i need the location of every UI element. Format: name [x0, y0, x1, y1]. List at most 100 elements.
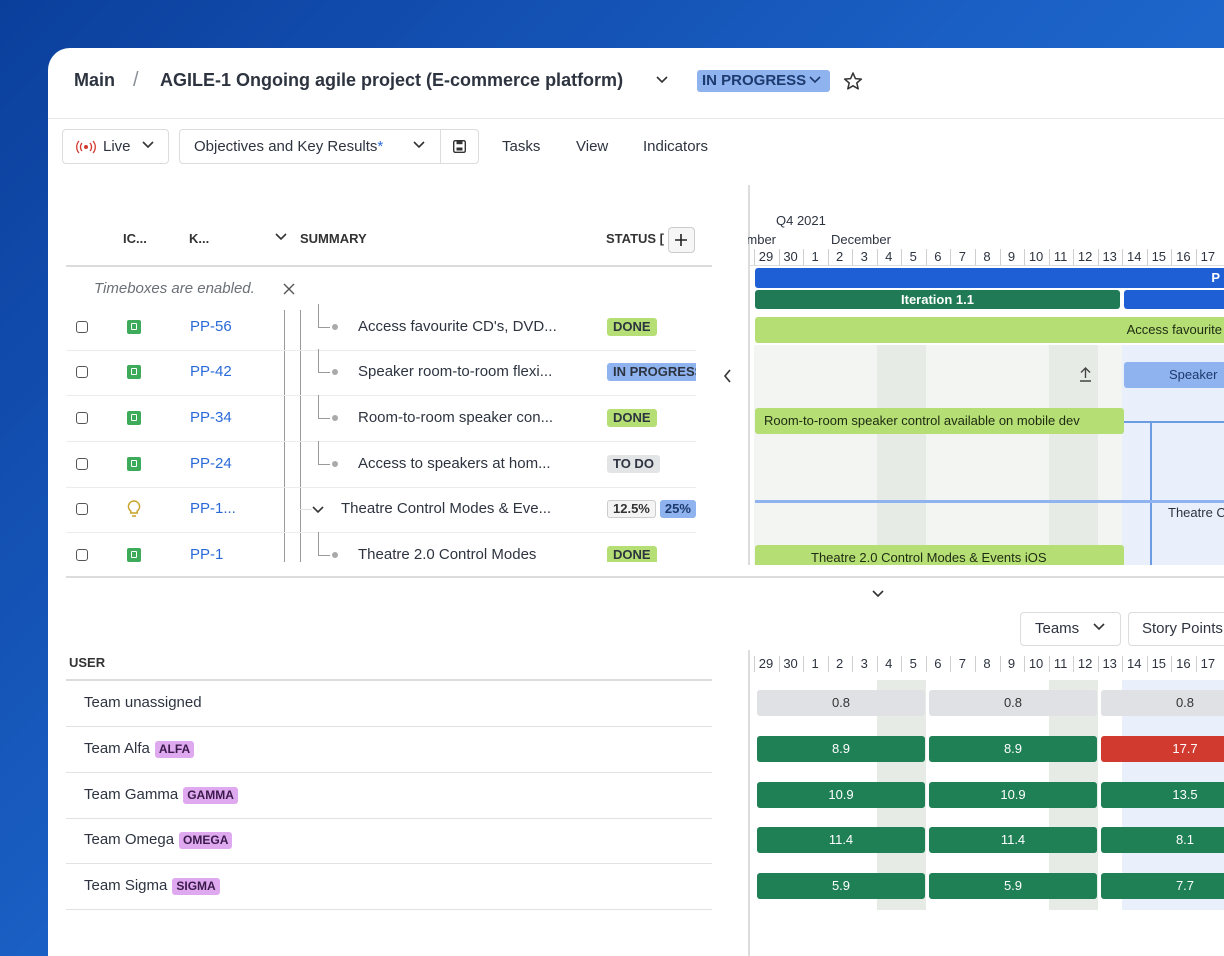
pane-divider: [748, 650, 750, 956]
issue-key[interactable]: PP-42: [190, 363, 232, 380]
status-dropdown[interactable]: IN PROGRESS: [697, 70, 831, 92]
day-divider: [1097, 656, 1099, 672]
capacity-cell[interactable]: 17.7: [1101, 736, 1224, 762]
chevron-left[interactable]: [723, 369, 735, 383]
day-divider: [803, 656, 805, 672]
capacity-cell[interactable]: 5.9: [929, 873, 1097, 899]
capacity-cell[interactable]: 0.8: [1101, 690, 1224, 716]
view-name: Objectives and Key Results: [194, 138, 378, 155]
view-select-label: Objectives and Key Results*: [194, 137, 383, 157]
chevron-down[interactable]: [872, 590, 884, 603]
pane-divider: [748, 185, 750, 565]
save-icon-part: [456, 147, 463, 151]
tree-branch: [300, 509, 312, 510]
timeline-bar[interactable]: Access favourite: [755, 317, 1224, 343]
move-icon[interactable]: [1080, 367, 1091, 382]
day-divider: [1146, 249, 1148, 265]
day-divider: [1171, 249, 1173, 265]
row-checkbox[interactable]: [76, 458, 88, 470]
toolbar-tab[interactable]: Tasks: [502, 138, 541, 155]
issue-key[interactable]: PP-1: [190, 546, 224, 563]
capacity-cell[interactable]: 8.9: [929, 736, 1097, 762]
close-notice[interactable]: [283, 283, 295, 295]
capacity-cell[interactable]: 8.1: [1101, 827, 1224, 853]
toolbar-tab[interactable]: View: [576, 138, 609, 155]
row-checkbox[interactable]: [76, 321, 88, 333]
day-divider: [1073, 249, 1075, 265]
issue-key[interactable]: PP-34: [190, 409, 232, 426]
chevron-down-part: [312, 506, 324, 514]
chevron-down: [1093, 623, 1105, 631]
day-divider: [754, 249, 755, 265]
row-checkbox[interactable]: [76, 412, 88, 424]
day-label: 29: [758, 249, 774, 264]
timeline-bar[interactable]: Room-to-room speaker control available o…: [755, 408, 1124, 434]
capacity-cell[interactable]: 5.9: [757, 873, 925, 899]
day-label: 13: [1102, 656, 1117, 671]
day-label: 11: [1053, 249, 1068, 264]
timeline-bar[interactable]: Theatre 2.0 Control Modes & Events iOS: [755, 545, 1124, 565]
modified-marker: *: [377, 138, 384, 155]
month-label: December: [831, 232, 891, 247]
day-label: 3: [860, 249, 868, 264]
day-divider: [778, 249, 780, 265]
group-by-button[interactable]: [1020, 612, 1121, 646]
team-label: Team Omega: [84, 831, 175, 848]
capacity-cell[interactable]: 11.4: [757, 827, 925, 853]
view-select[interactable]: [179, 129, 479, 164]
capacity-cell[interactable]: 7.7: [1101, 873, 1224, 899]
day-label: 8: [983, 656, 991, 671]
day-divider: [901, 656, 903, 672]
tree-branch: [318, 464, 330, 465]
status-badge: DONE: [607, 318, 657, 336]
day-label: 2: [836, 656, 844, 671]
story-icon-mark: [131, 551, 137, 558]
timeline-bar[interactable]: P: [755, 268, 1224, 288]
capacity-cell[interactable]: 11.4: [929, 827, 1097, 853]
progress-badge: 25%: [659, 500, 696, 518]
issue-key[interactable]: PP-1...: [190, 500, 236, 517]
day-label: 3: [860, 656, 868, 671]
epic-bar: [755, 500, 1224, 503]
column-header: SUMMARY: [300, 231, 367, 246]
capacity-cell[interactable]: 13.5: [1101, 782, 1224, 808]
day-divider: [778, 656, 780, 672]
day-label: 17: [1200, 656, 1216, 671]
story-icon-mark: [131, 460, 137, 467]
day-divider: [974, 249, 976, 265]
row-checkbox[interactable]: [76, 549, 88, 561]
capacity-cell[interactable]: 0.8: [929, 690, 1097, 716]
row-divider: [66, 350, 696, 351]
timeline-bar[interactable]: Iteration 1.1: [755, 290, 1120, 309]
timeline-bar[interactable]: Speaker: [1124, 362, 1224, 388]
favorite-star[interactable]: [843, 72, 863, 90]
day-divider: [1024, 249, 1026, 265]
tree-branch: [318, 372, 330, 373]
issue-key[interactable]: PP-24: [190, 455, 232, 472]
row-checkbox[interactable]: [76, 503, 88, 515]
row-divider: [66, 863, 712, 864]
issue-key[interactable]: PP-56: [190, 318, 232, 335]
measure-button[interactable]: [1128, 612, 1224, 646]
capacity-cell[interactable]: 10.9: [929, 782, 1097, 808]
day-divider: [1048, 656, 1050, 672]
tree-branch: [318, 418, 330, 419]
epic-bar-label[interactable]: Theatre C: [1168, 505, 1224, 520]
toolbar-tab[interactable]: Indicators: [643, 138, 709, 155]
capacity-cell[interactable]: 0.8: [757, 690, 925, 716]
team-name: Team Alfa ALFA: [84, 739, 195, 759]
story-icon: [127, 365, 141, 379]
breadcrumb: Main: [74, 70, 116, 90]
day-label: 14: [1127, 249, 1142, 264]
team-label: Team Sigma: [84, 877, 168, 894]
capacity-cell[interactable]: 10.9: [757, 782, 925, 808]
row-divider: [66, 532, 696, 533]
capacity-cell[interactable]: 8.9: [757, 736, 925, 762]
row-divider: [66, 772, 712, 773]
row-checkbox[interactable]: [76, 366, 88, 378]
save-icon[interactable]: [452, 139, 467, 154]
chevron-down-part: [656, 76, 668, 84]
timeline-rule: [748, 265, 1224, 266]
live-button[interactable]: [62, 129, 169, 164]
